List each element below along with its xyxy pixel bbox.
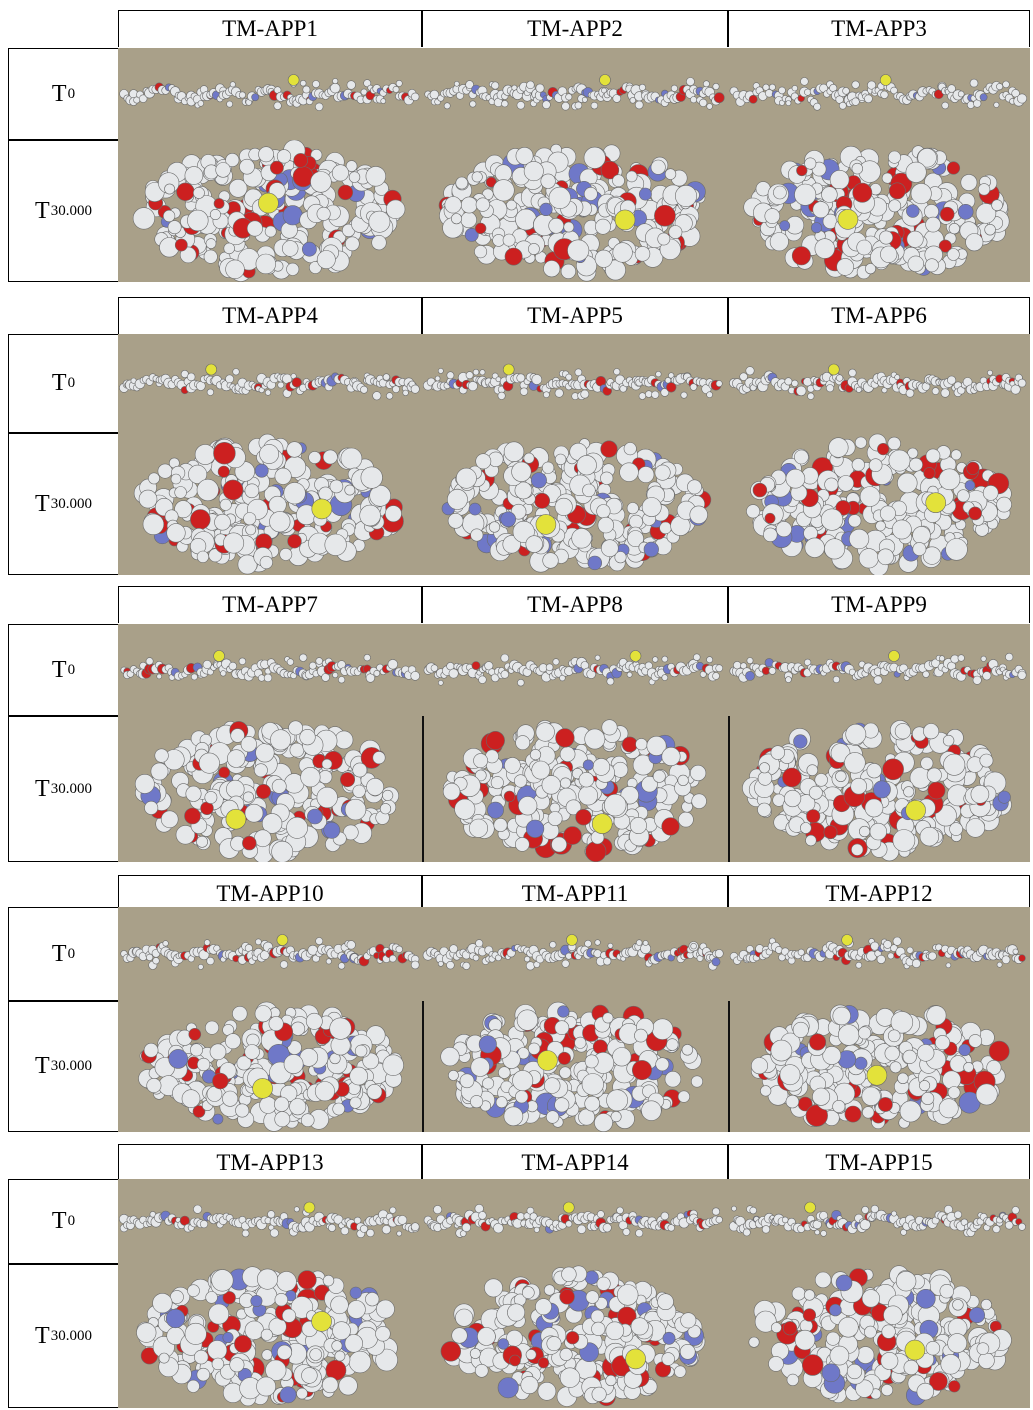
column-header-label: TM-APP3 — [831, 16, 927, 41]
row-label-subscript: 30.000 — [50, 780, 92, 797]
column-header-label: TM-APP4 — [222, 303, 318, 328]
folded-structure-image — [118, 140, 422, 282]
row-label-subscript: 30.000 — [50, 1058, 92, 1074]
folded-structure-image — [422, 1001, 728, 1132]
folded-structure-image — [728, 1001, 1030, 1132]
row-label-subscript: 0 — [67, 1213, 76, 1229]
column-header-label: TM-APP9 — [831, 592, 927, 617]
column-header-label: TM-APP5 — [527, 303, 623, 328]
column-header-label: TM-APP11 — [521, 881, 629, 906]
column-header: TM-APP4 — [118, 297, 422, 334]
row-label-subscript: 0 — [67, 85, 76, 102]
extended-chain-structure-image — [728, 334, 1030, 433]
extended-chain-structure-image — [118, 624, 422, 716]
folded-structure-image — [118, 1001, 422, 1132]
column-header-label: TM-APP12 — [825, 881, 933, 906]
row-label-subscript: 30.000 — [50, 202, 92, 219]
column-header: TM-APP7 — [118, 586, 422, 623]
row-label-t30000: T 30.000 — [8, 1264, 118, 1408]
panel-divider — [422, 1001, 424, 1132]
row-label-subscript: 0 — [67, 375, 76, 391]
row-label-subscript: 0 — [67, 661, 76, 678]
column-header-label: TM-APP6 — [831, 303, 927, 328]
row-label-subscript: 30.000 — [50, 1327, 92, 1344]
folded-structure-image — [118, 433, 422, 575]
folded-structure-image — [728, 1264, 1030, 1408]
column-header: TM-APP8 — [422, 586, 728, 623]
column-header-label: TM-APP10 — [216, 881, 324, 906]
column-header: TM-APP5 — [422, 297, 728, 334]
row-label-t30000: T 30.000 — [8, 433, 118, 575]
folded-structure-image — [422, 716, 728, 862]
row-label-text: T — [35, 1322, 50, 1349]
row-label-t30000: T 30.000 — [8, 140, 118, 282]
column-header: TM-APP10 — [118, 875, 422, 912]
extended-chain-structure-image — [422, 907, 728, 1001]
folded-structure-image — [728, 433, 1030, 575]
column-header: TM-APP11 — [422, 875, 728, 912]
row-label-subscript: 0 — [67, 945, 76, 962]
extended-chain-structure-image — [422, 334, 728, 433]
column-header-label: TM-APP15 — [825, 1150, 933, 1175]
extended-chain-structure-image — [422, 624, 728, 716]
row-label-text: T — [35, 490, 50, 517]
column-header: TM-APP1 — [118, 10, 422, 47]
column-header: TM-APP2 — [422, 10, 728, 47]
extended-chain-structure-image — [728, 907, 1030, 1001]
extended-chain-structure-image — [118, 334, 422, 433]
column-header: TM-APP3 — [728, 10, 1030, 47]
column-header-label: TM-APP7 — [222, 592, 318, 617]
extended-chain-structure-image — [422, 1179, 728, 1264]
extended-chain-structure-image — [728, 1179, 1030, 1264]
column-header: TM-APP9 — [728, 586, 1030, 623]
extended-chain-structure-image — [118, 48, 422, 140]
row-label-text: T — [51, 80, 67, 107]
extended-chain-structure-image — [118, 1179, 422, 1264]
row-label-text: T — [51, 940, 67, 967]
row-label-text: T — [35, 197, 50, 224]
column-header: TM-APP13 — [118, 1144, 422, 1181]
column-header: TM-APP12 — [728, 875, 1030, 912]
row-label-t30000: T 30.000 — [8, 716, 118, 862]
panel-divider — [728, 716, 730, 862]
row-label-text: T — [51, 370, 67, 396]
column-header-label: TM-APP2 — [527, 16, 623, 41]
folded-structure-image — [118, 1264, 422, 1408]
folded-structure-image — [422, 1264, 728, 1408]
column-header-label: TM-APP8 — [527, 592, 623, 617]
folded-structure-image — [422, 140, 728, 282]
column-header: TM-APP15 — [728, 1144, 1030, 1181]
column-header-label: TM-APP13 — [216, 1150, 324, 1175]
folded-structure-image — [728, 140, 1030, 282]
column-header-label: TM-APP1 — [222, 16, 318, 41]
panel-divider — [728, 1001, 730, 1132]
extended-chain-structure-image — [728, 624, 1030, 716]
panel-divider — [422, 716, 424, 862]
extended-chain-structure-image — [728, 48, 1030, 140]
column-header-label: TM-APP14 — [521, 1150, 629, 1175]
folded-structure-image — [118, 716, 422, 862]
row-label-text: T — [35, 775, 50, 802]
extended-chain-structure-image — [118, 907, 422, 1001]
row-label-t30000: T 30.000 — [8, 1001, 118, 1132]
folded-structure-image — [422, 433, 728, 575]
row-label-text: T — [51, 656, 67, 683]
folded-structure-image — [728, 716, 1030, 862]
row-label-subscript: 30.000 — [50, 495, 92, 512]
row-label-text: T — [51, 1208, 67, 1234]
row-label-text: T — [35, 1053, 50, 1079]
extended-chain-structure-image — [422, 48, 728, 140]
column-header: TM-APP6 — [728, 297, 1030, 334]
column-header: TM-APP14 — [422, 1144, 728, 1181]
